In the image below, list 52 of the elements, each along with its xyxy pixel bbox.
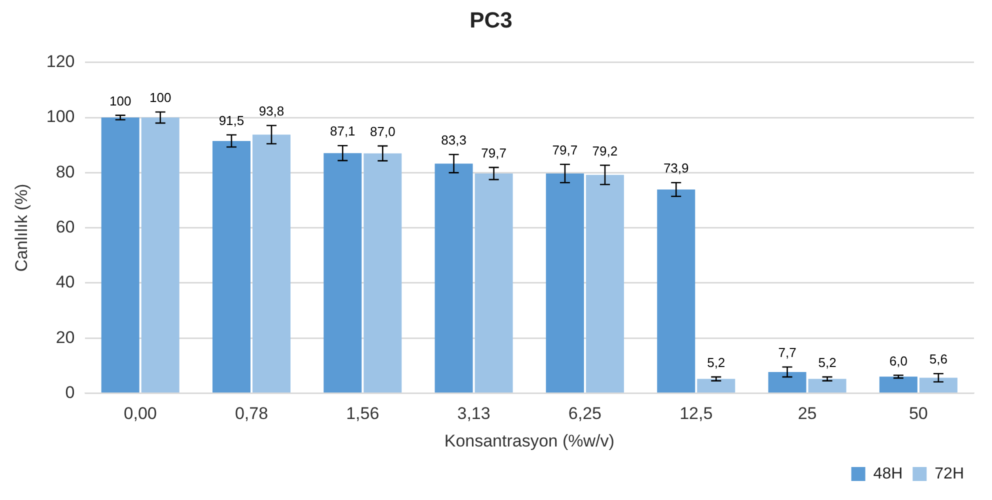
bar xyxy=(212,140,250,392)
data-label: 73,9 xyxy=(663,160,689,176)
data-label: 79,7 xyxy=(481,146,506,161)
data-label: 79,7 xyxy=(552,142,578,158)
bar xyxy=(141,118,180,392)
y-tick-label: 100 xyxy=(46,107,75,126)
data-label: 100 xyxy=(149,90,172,106)
legend-label: 72H xyxy=(934,465,964,482)
y-tick-label: 60 xyxy=(56,217,75,236)
bar xyxy=(434,164,473,392)
bar xyxy=(586,174,624,392)
data-label: 5,6 xyxy=(929,352,948,367)
x-tick-label: 50 xyxy=(908,404,928,424)
bar xyxy=(546,173,584,392)
y-tick-label: 120 xyxy=(46,52,75,72)
y-tick-label: 20 xyxy=(56,328,75,347)
x-tick-label: 12,5 xyxy=(680,404,713,424)
bar xyxy=(808,378,846,392)
bar xyxy=(252,134,291,392)
bar xyxy=(657,189,696,392)
bar xyxy=(697,378,736,392)
data-label: 100 xyxy=(109,93,132,108)
data-label: 6,0 xyxy=(889,353,908,368)
x-tick-label: 0,00 xyxy=(124,404,157,424)
chart-title: PC3 xyxy=(470,7,512,32)
y-tick-label: 40 xyxy=(56,272,75,292)
data-label: 5,2 xyxy=(707,355,726,370)
bar xyxy=(879,376,918,392)
bar xyxy=(324,153,362,392)
x-tick-label: 1,56 xyxy=(346,404,380,424)
data-label: 5,2 xyxy=(818,355,836,370)
y-axis-title: Canlılık (%) xyxy=(12,184,31,272)
x-tick-label: 6,25 xyxy=(568,404,602,424)
data-label: 91,5 xyxy=(218,112,244,128)
y-tick-label: 0 xyxy=(65,382,75,402)
data-label: 93,8 xyxy=(258,104,284,119)
x-tick-label: 25 xyxy=(798,404,817,424)
bar xyxy=(768,372,806,392)
bar xyxy=(364,153,402,392)
data-label: 7,7 xyxy=(778,345,796,360)
data-label: 87,1 xyxy=(330,124,356,139)
bar xyxy=(919,378,958,392)
x-tick-label: 3,13 xyxy=(457,404,490,424)
y-tick-label: 80 xyxy=(56,162,75,182)
data-label: 87,0 xyxy=(370,124,396,140)
data-label: 83,3 xyxy=(441,132,466,148)
legend-label: 48H xyxy=(873,465,903,482)
bar xyxy=(474,173,513,392)
data-label: 79,2 xyxy=(592,143,618,158)
x-axis-title: Konsantrasyon (%w/v) xyxy=(444,431,614,450)
bar xyxy=(101,118,140,392)
x-tick-label: 0,78 xyxy=(234,404,268,424)
